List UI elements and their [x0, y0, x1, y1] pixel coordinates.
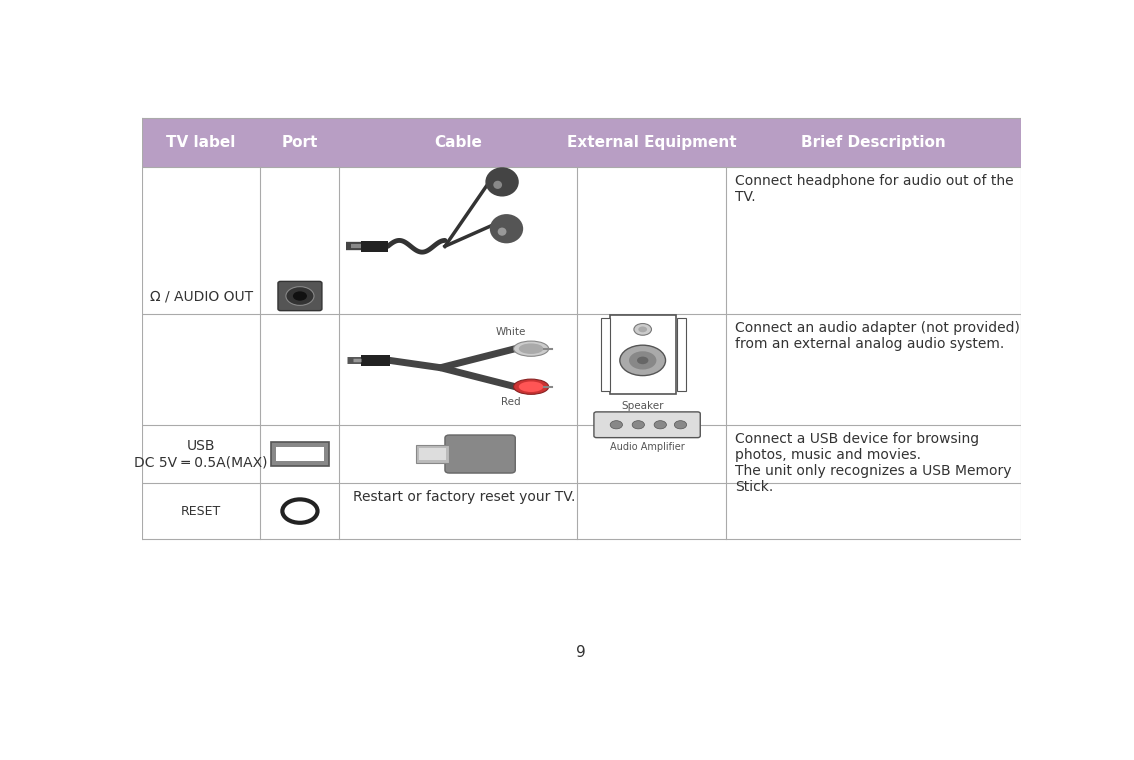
Text: Red: Red: [501, 397, 521, 407]
Text: Brief Description: Brief Description: [801, 135, 946, 150]
Bar: [420, 448, 446, 461]
Text: Ω / AUDIO OUT: Ω / AUDIO OUT: [150, 289, 253, 303]
Text: Speaker: Speaker: [621, 401, 663, 411]
FancyBboxPatch shape: [445, 435, 515, 473]
FancyBboxPatch shape: [594, 412, 701, 438]
Circle shape: [610, 421, 623, 429]
Text: Audio Amplifier: Audio Amplifier: [610, 442, 685, 451]
Bar: [362, 354, 390, 366]
Ellipse shape: [518, 344, 543, 354]
Text: Restart or factory reset your TV.: Restart or factory reset your TV.: [353, 490, 575, 505]
Ellipse shape: [514, 379, 549, 394]
Text: Connect an audio adapter (not provided)
from an external analog audio system.: Connect an audio adapter (not provided) …: [735, 321, 1019, 351]
Circle shape: [282, 499, 318, 523]
Text: External Equipment: External Equipment: [567, 135, 736, 150]
FancyBboxPatch shape: [278, 281, 322, 311]
Text: 9: 9: [576, 645, 586, 660]
Ellipse shape: [485, 167, 518, 197]
Bar: [677, 318, 686, 391]
Text: Port: Port: [281, 135, 319, 150]
Circle shape: [654, 421, 667, 429]
Bar: [362, 241, 388, 252]
Circle shape: [620, 345, 666, 375]
Text: Connect a USB device for browsing
photos, music and movies.
The unit only recogn: Connect a USB device for browsing photos…: [735, 432, 1012, 495]
Circle shape: [637, 356, 649, 364]
Ellipse shape: [493, 181, 502, 189]
Circle shape: [675, 421, 687, 429]
Bar: [142, 118, 1021, 167]
Circle shape: [286, 287, 314, 306]
Text: TV label: TV label: [167, 135, 236, 150]
Text: White: White: [496, 327, 526, 337]
Circle shape: [638, 327, 648, 332]
Text: USB
DC 5V ═ 0.5A(MAX): USB DC 5V ═ 0.5A(MAX): [134, 439, 268, 469]
Bar: [271, 442, 329, 466]
Circle shape: [293, 291, 307, 301]
Circle shape: [634, 324, 652, 335]
Ellipse shape: [490, 214, 523, 243]
Bar: [277, 447, 323, 461]
Text: Connect headphone for audio out of the
TV.: Connect headphone for audio out of the T…: [735, 174, 1014, 204]
Circle shape: [632, 421, 644, 429]
Ellipse shape: [514, 341, 549, 356]
Bar: [610, 315, 676, 394]
Text: Cable: Cable: [434, 135, 482, 150]
Ellipse shape: [518, 382, 543, 392]
Circle shape: [629, 351, 657, 369]
Bar: [601, 318, 610, 391]
Text: RESET: RESET: [181, 505, 221, 518]
Bar: [416, 445, 449, 463]
Ellipse shape: [498, 227, 507, 236]
